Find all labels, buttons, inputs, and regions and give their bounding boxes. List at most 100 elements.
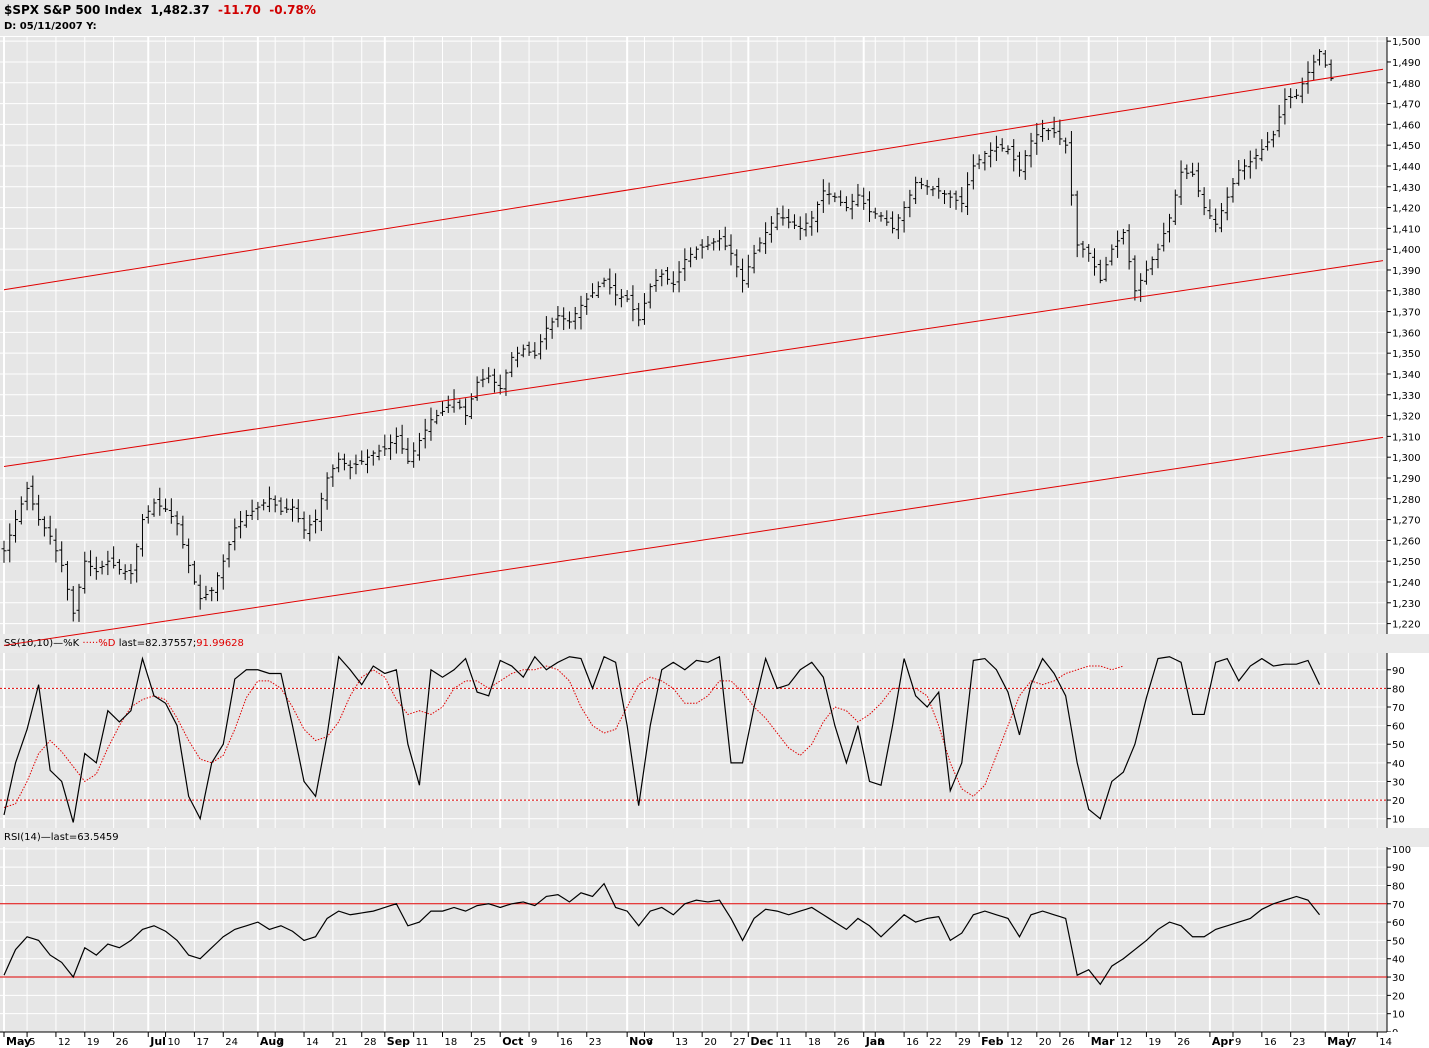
price-tick-label: 1,290 bbox=[1392, 474, 1421, 485]
price-tick-label: 1,440 bbox=[1392, 162, 1421, 173]
ohlc-bar bbox=[388, 434, 394, 460]
ohlc-bar bbox=[716, 229, 722, 251]
ohlc-bar bbox=[699, 239, 705, 259]
ohlc-bar bbox=[890, 211, 896, 234]
ohlc-bar bbox=[1115, 230, 1121, 258]
ohlc-bar bbox=[1155, 243, 1161, 269]
ohlc-bar bbox=[324, 472, 330, 510]
x-tick-label: Aug bbox=[260, 1035, 284, 1048]
ohlc-bar bbox=[468, 393, 474, 420]
ohlc-bar bbox=[711, 238, 717, 251]
stoch-tick-label: 10 bbox=[1392, 815, 1405, 826]
price-tick-label: 1,420 bbox=[1392, 204, 1421, 215]
x-tick-label: Apr bbox=[1212, 1035, 1234, 1048]
ohlc-bar bbox=[289, 498, 295, 522]
ohlc-bar bbox=[203, 585, 209, 601]
stoch-k-name: %K bbox=[63, 638, 80, 649]
ohlc-bar bbox=[884, 210, 890, 226]
x-tick-label: May bbox=[1327, 1035, 1352, 1048]
x-tick-label: 6 bbox=[646, 1037, 652, 1048]
last-price: 1,482.37 bbox=[150, 3, 210, 17]
x-tick-label: 14 bbox=[306, 1037, 319, 1048]
rsi-tick-label: 90 bbox=[1392, 863, 1405, 874]
ohlc-bar bbox=[174, 511, 180, 536]
ohlc-bar bbox=[751, 244, 757, 274]
ohlc-bar bbox=[1213, 208, 1219, 233]
ohlc-bar bbox=[111, 546, 117, 569]
ohlc-bar bbox=[907, 189, 913, 218]
stoch-k-legend-line: — bbox=[53, 638, 64, 649]
price-tick-label: 1,360 bbox=[1392, 328, 1421, 339]
ohlc-bar bbox=[278, 497, 284, 516]
ohlc-bar bbox=[445, 395, 451, 413]
ohlc-bar bbox=[1172, 189, 1178, 226]
ohlc-bar bbox=[411, 442, 417, 468]
stoch-last-d: 91.99628 bbox=[196, 638, 244, 649]
ohlc-bar bbox=[653, 268, 659, 292]
x-tick-label: 17 bbox=[196, 1037, 209, 1048]
ohlc-bar bbox=[734, 249, 740, 278]
ohlc-bar bbox=[1028, 132, 1034, 168]
x-tick-label: 27 bbox=[733, 1037, 746, 1048]
ohlc-bar bbox=[30, 475, 36, 511]
ohlc-bar bbox=[1282, 88, 1288, 125]
stoch-tick-label: 90 bbox=[1392, 666, 1405, 677]
ohlc-bar bbox=[272, 495, 278, 513]
x-tick-label: 14 bbox=[1379, 1037, 1392, 1048]
ohlc-bar bbox=[457, 399, 463, 410]
ohlc-bar bbox=[1149, 256, 1155, 276]
x-tick-label: 12 bbox=[1120, 1037, 1133, 1048]
stoch-tick-label: 80 bbox=[1392, 684, 1405, 695]
ohlc-bar bbox=[665, 267, 671, 285]
ohlc-bar bbox=[520, 344, 526, 358]
ohlc-bar bbox=[116, 559, 122, 575]
ohlc-bar bbox=[214, 572, 220, 602]
ohlc-bar bbox=[866, 191, 872, 222]
ohlc-bar bbox=[791, 214, 797, 230]
price-axis-area bbox=[1387, 37, 1429, 634]
ohlc-bar bbox=[786, 208, 792, 229]
ohlc-bar bbox=[1288, 88, 1294, 109]
ohlc-bar bbox=[307, 514, 313, 542]
ohlc-bar bbox=[440, 401, 446, 416]
ohlc-bar bbox=[255, 501, 261, 521]
x-tick-label: 12 bbox=[58, 1037, 71, 1048]
symbol: $SPX bbox=[4, 3, 40, 17]
ohlc-bar bbox=[266, 486, 272, 513]
ohlc-bar bbox=[59, 541, 65, 573]
rsi-tick-label: 70 bbox=[1392, 900, 1405, 911]
ohlc-bar bbox=[763, 222, 769, 254]
price-tick-label: 1,480 bbox=[1392, 79, 1421, 90]
rsi-legend-line: — bbox=[40, 832, 51, 843]
ohlc-bar bbox=[301, 511, 307, 539]
ohlc-bar bbox=[1207, 199, 1213, 220]
ohlc-bar bbox=[895, 214, 901, 240]
ohlc-bar bbox=[947, 190, 953, 208]
ohlc-bar bbox=[1143, 260, 1149, 285]
x-tick-label: 19 bbox=[87, 1037, 100, 1048]
ohlc-bar bbox=[134, 543, 140, 583]
stoch-prefix: SS(10,10) bbox=[4, 638, 54, 649]
price-tick-label: 1,450 bbox=[1392, 141, 1421, 152]
price-change: -11.70 bbox=[217, 3, 261, 17]
price-tick-label: 1,370 bbox=[1392, 308, 1421, 319]
ohlc-bar bbox=[838, 190, 844, 207]
ohlc-bar bbox=[480, 368, 486, 388]
x-tick-label: 16 bbox=[906, 1037, 919, 1048]
ohlc-bar bbox=[88, 550, 94, 577]
ohlc-bar bbox=[168, 498, 174, 524]
ohlc-bar bbox=[561, 307, 567, 331]
trend-line-upper bbox=[3, 68, 1384, 291]
stoch-k-line bbox=[3, 655, 1321, 823]
ohlc-bar bbox=[261, 499, 267, 511]
price-tick-label: 1,240 bbox=[1392, 578, 1421, 589]
x-tick-label: 11 bbox=[779, 1037, 792, 1048]
ohlc-bar bbox=[1305, 61, 1311, 94]
stoch-tick-label: 30 bbox=[1392, 777, 1405, 788]
x-tick-label: 23 bbox=[1293, 1037, 1306, 1048]
ohlc-bar bbox=[1097, 259, 1103, 284]
ohlc-bar bbox=[970, 154, 976, 190]
price-tick-label: 1,470 bbox=[1392, 100, 1421, 111]
price-tick-label: 1,270 bbox=[1392, 516, 1421, 527]
rsi-tick-label: 60 bbox=[1392, 918, 1405, 929]
